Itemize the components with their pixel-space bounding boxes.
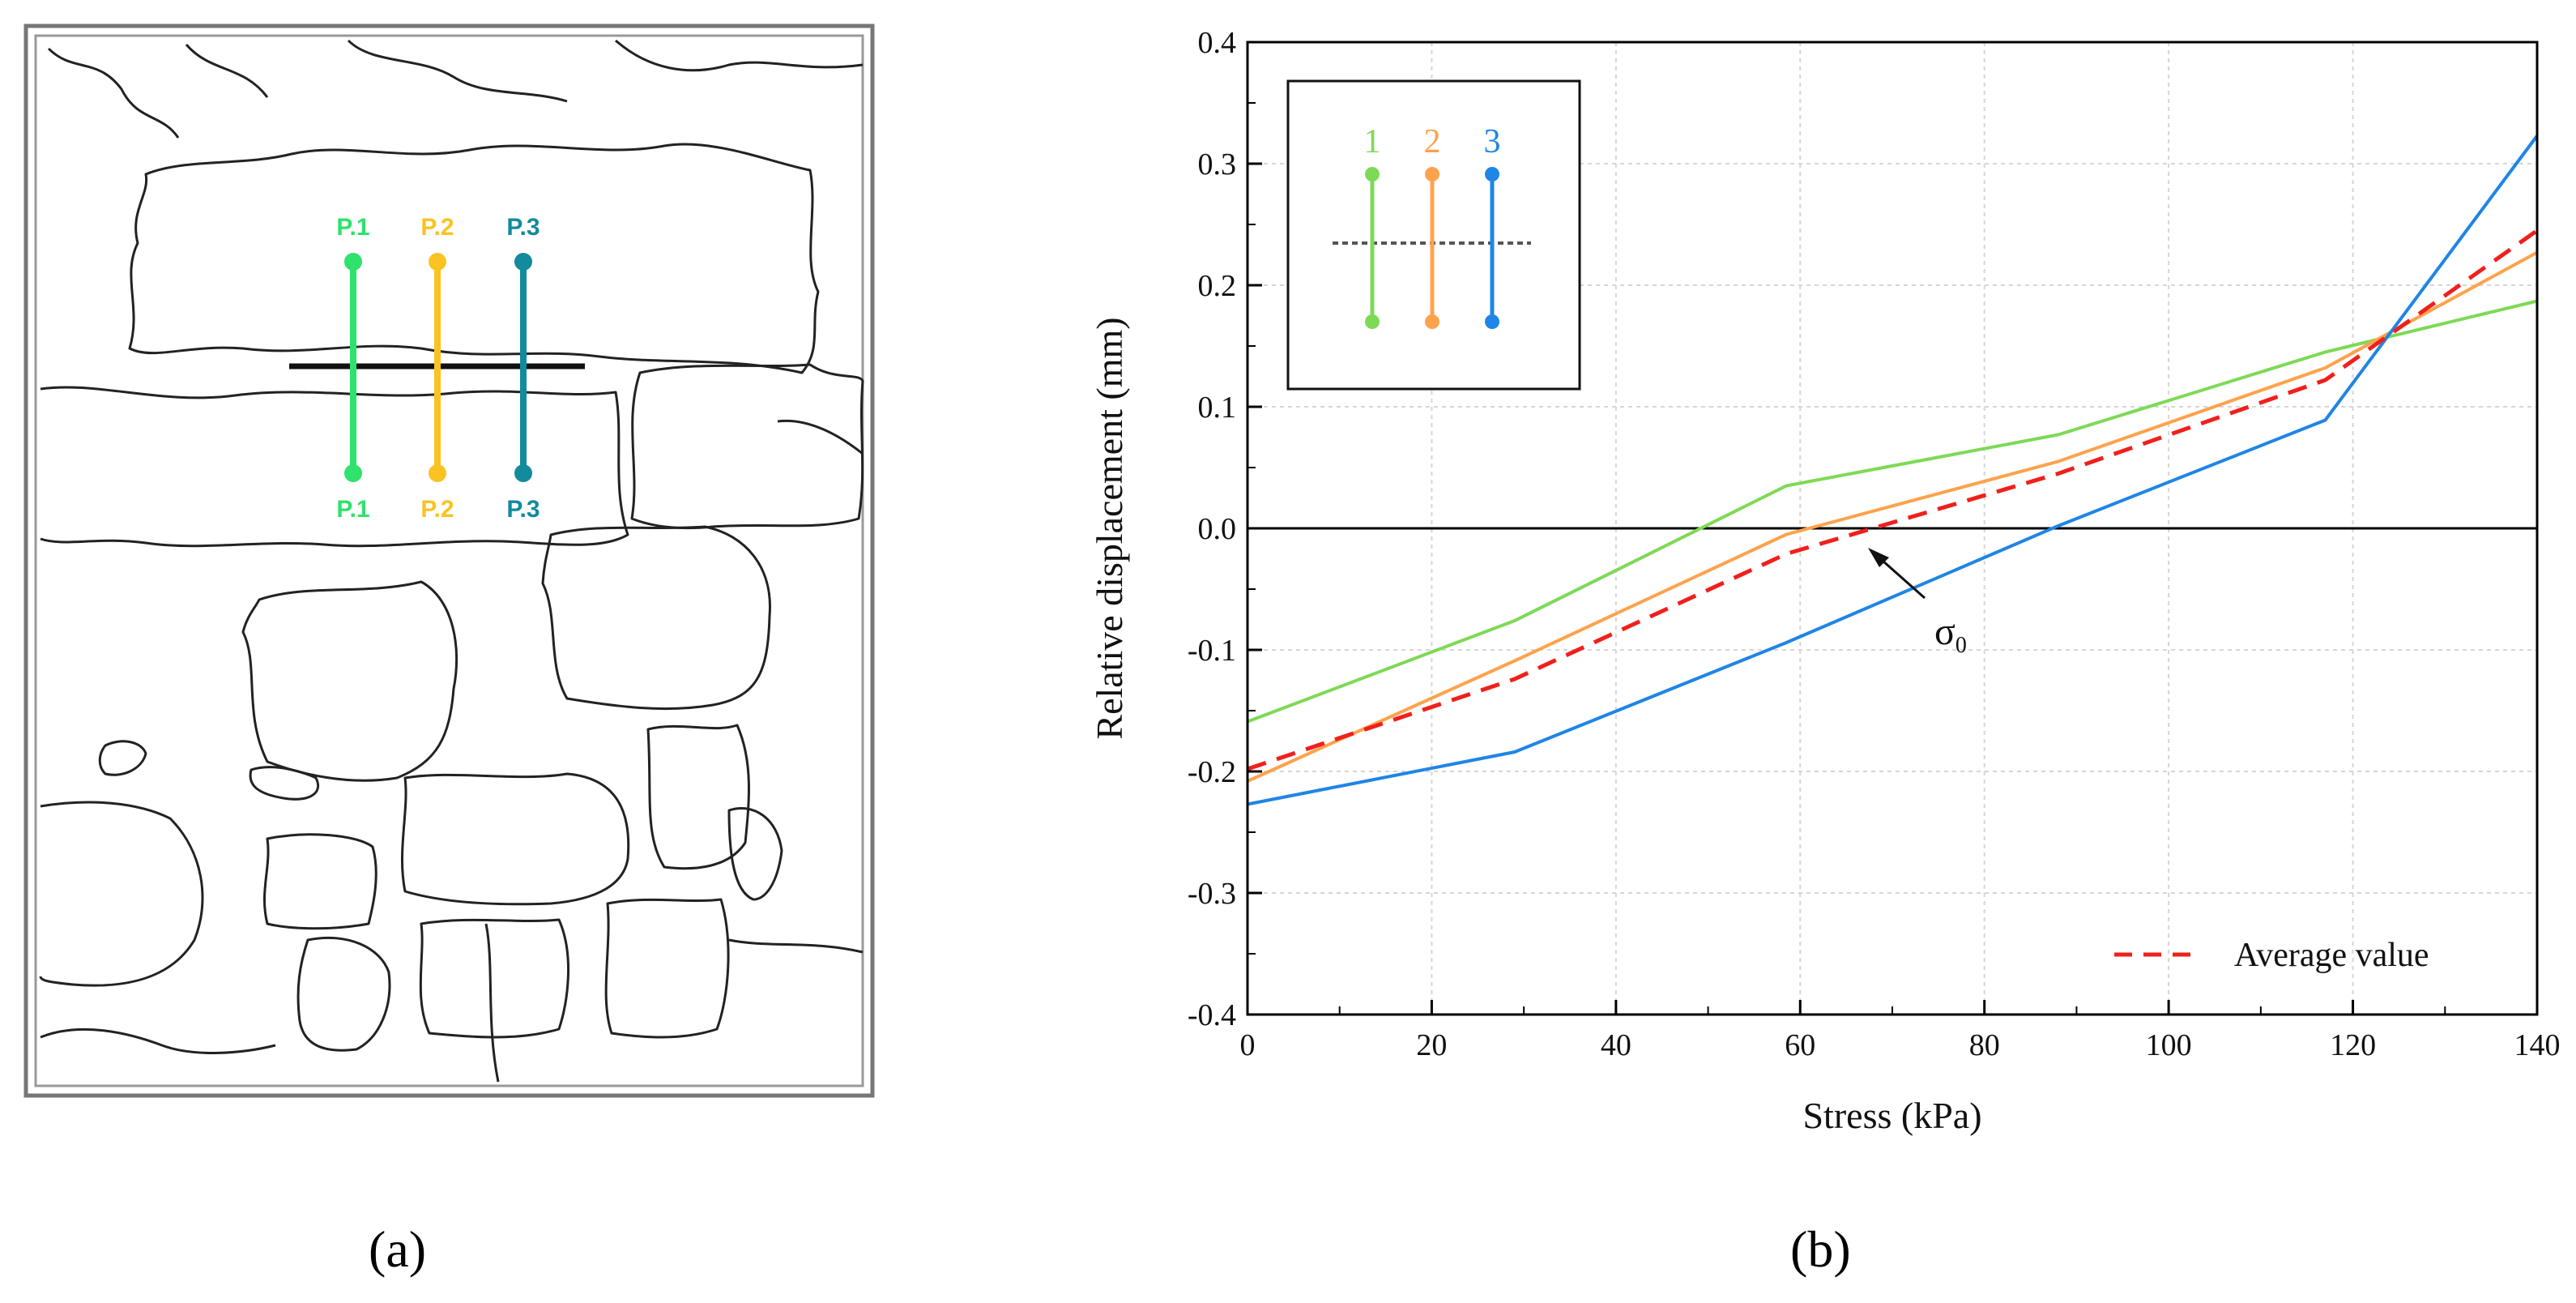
annotation-arrowhead: [1868, 548, 1889, 567]
legend: Average value: [2114, 937, 2429, 974]
y-tick-label: -0.3: [1188, 877, 1236, 911]
inset-line-2: [1425, 167, 1439, 329]
y-tick-label: -0.2: [1188, 755, 1236, 789]
sigma0-annotation: σ0: [1868, 548, 1967, 658]
annotation-sigma-symbol: σ: [1934, 610, 1955, 653]
measurement-line-p3: [514, 253, 532, 482]
series-line-1: [1247, 299, 2538, 724]
x-tick-label: 100: [2146, 1028, 2192, 1062]
measurement-line-p1: [344, 253, 362, 482]
x-tick-label: 60: [1785, 1028, 1815, 1062]
label-p2-top: P.2: [420, 214, 454, 241]
label-p1-top: P.1: [336, 214, 369, 241]
panel-b-chart: 0 20 40 60 80 100 120 140-0.4-0.3-0.2-0.10.00.1…: [1089, 26, 2561, 1136]
panel-b-label: (b): [1790, 1220, 1851, 1278]
x-tick-label: 140: [2514, 1028, 2561, 1062]
ticks: [1246, 41, 2539, 1016]
y-tick-label: 0.2: [1198, 269, 1237, 303]
annotation-sigma-subscript: 0: [1955, 633, 1967, 658]
panel-a-inner-frame: [34, 34, 864, 1087]
panel-a-masonry-sketch: P.1 P.2 P.3 P.1 P.2 P.3: [23, 23, 875, 1098]
x-tick-label: 20: [1416, 1028, 1447, 1062]
inset-label-1: 1: [1364, 123, 1381, 160]
y-tick-label: 0.4: [1198, 26, 1237, 60]
label-p1-bottom: P.1: [336, 496, 369, 523]
panel-a-outer-frame: [23, 23, 875, 1098]
x-tick-label: 80: [1969, 1028, 2000, 1062]
tick-labels: 0 20 40 60 80 100 120 140-0.4-0.3-0.2-0.10.00.1…: [1188, 26, 2561, 1062]
y-tick-label: 0.0: [1198, 512, 1237, 546]
label-p2-bottom: P.2: [420, 496, 454, 523]
series-line-average-value: [1247, 229, 2539, 771]
legend-label-average: Average value: [2234, 937, 2429, 974]
y-tick-label: -0.1: [1188, 634, 1236, 668]
y-tick-label: -0.4: [1188, 998, 1236, 1032]
series-layer: [1247, 135, 2539, 806]
y-tick-label: 0.3: [1198, 147, 1237, 182]
inset-label-2: 2: [1424, 123, 1441, 160]
x-tick-label: 120: [2330, 1028, 2376, 1062]
y-tick-label: 0.1: [1198, 391, 1237, 425]
stone-outlines: [39, 39, 864, 1083]
panel-a-label: (a): [369, 1220, 427, 1278]
series-line-3: [1247, 135, 2539, 806]
inset-legend: 1 2 3: [1286, 79, 1581, 391]
x-axis-label: Stress (kPa): [1802, 1095, 1981, 1136]
series-line-2: [1247, 250, 2538, 783]
inset-line-3: [1485, 167, 1499, 329]
x-tick-label: 40: [1601, 1028, 1631, 1062]
measurement-line-p2: [429, 253, 446, 482]
annotation-sigma: σ0: [1934, 610, 1967, 658]
inset-label-3: 3: [1484, 123, 1501, 160]
x-tick-label: 0: [1240, 1028, 1256, 1062]
label-p3-top: P.3: [506, 214, 540, 241]
inset-line-1: [1365, 167, 1380, 329]
y-axis-label: Relative displacement (mm): [1089, 317, 1130, 739]
label-p3-bottom: P.3: [506, 496, 540, 523]
